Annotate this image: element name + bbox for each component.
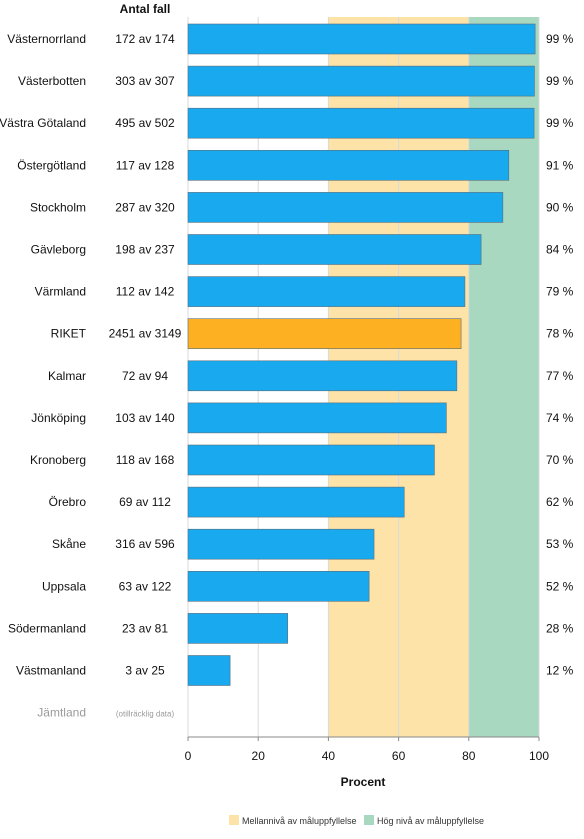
region-label: Västerbotten <box>18 74 86 88</box>
bar <box>187 570 370 602</box>
bars <box>187 23 536 686</box>
region-label: Västernorrland <box>7 32 86 46</box>
percent-label: 74 % <box>546 411 574 425</box>
bar-highlight <box>187 318 462 350</box>
count-label: 72 av 94 <box>122 369 168 383</box>
region-label: Gävleborg <box>31 243 86 257</box>
legend-label-0: Mellannivå av måluppfyllelse <box>242 816 357 826</box>
count-column-header: Antal fall <box>120 2 171 16</box>
region-label: Östergötland <box>17 158 86 172</box>
count-label: 103 av 140 <box>115 411 175 425</box>
region-label: Uppsala <box>42 579 86 593</box>
percent-label: 28 % <box>546 621 574 635</box>
x-tick-label: 100 <box>529 749 549 763</box>
percent-label: 62 % <box>546 495 574 509</box>
count-label: 23 av 81 <box>122 621 168 635</box>
count-label: 316 av 596 <box>115 537 175 551</box>
count-label: 69 av 112 <box>119 495 171 509</box>
count-label: 198 av 237 <box>115 243 175 257</box>
count-label: 287 av 320 <box>115 200 175 214</box>
region-label: Stockholm <box>30 200 86 214</box>
bar <box>187 402 447 434</box>
count-label: 112 av 142 <box>116 285 175 299</box>
x-tick-label: 0 <box>185 749 192 763</box>
percent-label: 99 % <box>546 116 574 130</box>
bar <box>187 150 510 181</box>
region-label: Värmland <box>35 285 86 299</box>
x-tick-label: 40 <box>322 749 336 763</box>
region-label: Västmanland <box>16 664 86 678</box>
region-label: Jönköping <box>31 411 86 425</box>
percent-label: 79 % <box>546 285 574 299</box>
bar <box>187 23 536 55</box>
region-label: Skåne <box>52 537 86 551</box>
bar <box>187 192 504 223</box>
percent-label: 70 % <box>546 453 574 467</box>
x-tick-label: 80 <box>462 749 476 763</box>
percent-label: 12 % <box>546 664 574 678</box>
bar <box>187 65 535 97</box>
count-label: 2451 av 3149 <box>109 327 182 341</box>
count-label: 172 av 174 <box>115 32 175 46</box>
x-axis: 0 20 40 60 80 100 <box>185 736 549 763</box>
region-label: Södermanland <box>8 621 86 635</box>
count-label: 495 av 502 <box>115 116 175 130</box>
bar <box>187 107 535 139</box>
region-label: Västra Götaland <box>0 116 86 130</box>
bar <box>187 613 288 644</box>
count-label: 118 av 168 <box>116 453 175 467</box>
bar <box>187 444 435 476</box>
percent-label: 99 % <box>546 32 574 46</box>
bar <box>187 360 458 392</box>
row-labels: Västernorrland 172 av 174 99 % Västerbotten… <box>0 32 574 720</box>
region-label: Kalmar <box>48 369 86 383</box>
x-axis-title: Procent <box>341 775 386 789</box>
bar <box>187 528 375 560</box>
percent-label: 53 % <box>546 537 574 551</box>
bar <box>187 234 482 265</box>
percent-label: 91 % <box>546 158 574 172</box>
legend-swatch-1 <box>364 815 374 825</box>
region-label: Jämtland <box>37 706 86 720</box>
bar <box>187 276 466 307</box>
count-label: (otillräcklig data) <box>116 710 175 719</box>
percent-label: 78 % <box>546 327 574 341</box>
x-tick-label: 60 <box>392 749 406 763</box>
count-label: 303 av 307 <box>115 74 175 88</box>
count-label: 117 av 128 <box>116 158 175 172</box>
count-label: 3 av 25 <box>125 664 165 678</box>
count-label: 63 av 122 <box>119 579 172 593</box>
bar <box>187 655 231 686</box>
percent-label: 52 % <box>546 579 574 593</box>
region-label: Örebro <box>49 495 87 509</box>
region-label: RIKET <box>51 327 87 341</box>
percent-label: 77 % <box>546 369 574 383</box>
legend: Mellannivå av måluppfyllelse Hög nivå av … <box>229 815 484 826</box>
percent-label: 84 % <box>546 243 574 257</box>
percent-label: 99 % <box>546 74 574 88</box>
x-tick-label: 20 <box>252 749 266 763</box>
legend-swatch-0 <box>229 815 239 825</box>
bar <box>187 486 405 518</box>
region-label: Kronoberg <box>30 453 86 467</box>
legend-label-1: Hög nivå av måluppfyllelse <box>377 816 484 826</box>
percent-label: 90 % <box>546 200 574 214</box>
